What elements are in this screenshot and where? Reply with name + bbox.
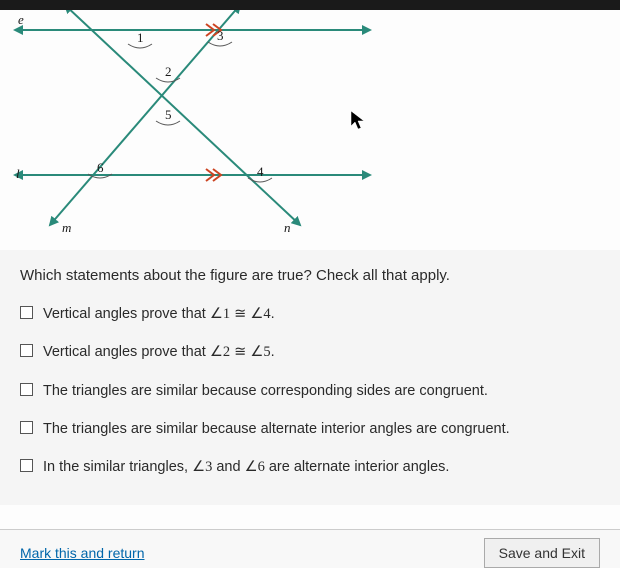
svg-text:3: 3 bbox=[217, 28, 224, 43]
option-checkbox-1[interactable] bbox=[20, 306, 33, 319]
svg-text:5: 5 bbox=[165, 107, 172, 122]
svg-text:l: l bbox=[16, 166, 20, 181]
svg-text:n: n bbox=[284, 220, 291, 235]
option-text-5: In the similar triangles, ∠3 and ∠6 are … bbox=[43, 457, 600, 477]
question-text: Which statements about the figure are tr… bbox=[20, 265, 600, 286]
svg-text:1: 1 bbox=[137, 30, 144, 45]
option-text-4: The triangles are similar because altern… bbox=[43, 419, 600, 439]
svg-text:4: 4 bbox=[257, 164, 264, 179]
svg-text:e: e bbox=[18, 12, 24, 27]
option-row-1: Vertical angles prove that ∠1 ≅ ∠4. bbox=[20, 304, 600, 324]
option-row-4: The triangles are similar because altern… bbox=[20, 419, 600, 439]
option-checkbox-5[interactable] bbox=[20, 459, 33, 472]
save-exit-button[interactable]: Save and Exit bbox=[484, 538, 600, 568]
geometry-diagram: 1 3 2 5 6 4 e l m n bbox=[0, 10, 380, 250]
browser-top-bar bbox=[0, 0, 620, 10]
mark-return-link[interactable]: Mark this and return bbox=[20, 545, 145, 561]
svg-text:6: 6 bbox=[97, 160, 104, 175]
option-checkbox-2[interactable] bbox=[20, 344, 33, 357]
option-checkbox-4[interactable] bbox=[20, 421, 33, 434]
content-panel: 1 3 2 5 6 4 e l m n Which statements about the fi… bbox=[0, 10, 620, 568]
svg-text:2: 2 bbox=[165, 64, 172, 79]
svg-text:m: m bbox=[62, 220, 71, 235]
footer-bar: Mark this and return Save and Exit bbox=[0, 529, 620, 568]
option-text-1: Vertical angles prove that ∠1 ≅ ∠4. bbox=[43, 304, 600, 324]
option-row-3: The triangles are similar because corres… bbox=[20, 381, 600, 401]
option-text-3: The triangles are similar because corres… bbox=[43, 381, 600, 401]
question-area: Which statements about the figure are tr… bbox=[0, 250, 620, 505]
option-text-2: Vertical angles prove that ∠2 ≅ ∠5. bbox=[43, 342, 600, 362]
option-checkbox-3[interactable] bbox=[20, 383, 33, 396]
option-row-2: Vertical angles prove that ∠2 ≅ ∠5. bbox=[20, 342, 600, 362]
option-row-5: In the similar triangles, ∠3 and ∠6 are … bbox=[20, 457, 600, 477]
